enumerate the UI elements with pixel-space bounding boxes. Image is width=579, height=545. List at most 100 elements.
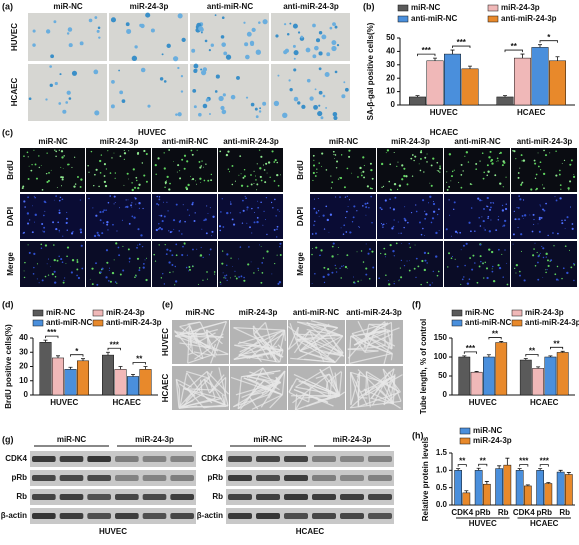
cell (73, 185, 76, 188)
cell (80, 178, 83, 181)
cell (226, 279, 228, 281)
tube (178, 392, 192, 408)
tube (174, 330, 194, 354)
cell (331, 45, 337, 52)
error-bar (499, 341, 504, 343)
cell (546, 269, 548, 271)
cell (131, 202, 133, 204)
y-tick-label: 40 (386, 47, 395, 56)
cell (138, 183, 141, 186)
cell (448, 252, 451, 255)
cell (362, 170, 365, 173)
cell (45, 172, 48, 175)
cell (262, 224, 264, 226)
cell (419, 157, 422, 160)
cell (563, 159, 566, 161)
row-label: DAPI (6, 207, 15, 226)
cell (104, 184, 108, 188)
cell (122, 245, 124, 247)
tube (370, 344, 379, 349)
cell (66, 211, 68, 213)
y-tick-label: 30 (19, 347, 28, 356)
cell (48, 171, 50, 174)
cell (301, 104, 306, 109)
cell (403, 226, 405, 229)
y-tick-label: 50 (438, 371, 447, 380)
cell (314, 232, 317, 235)
cell (378, 277, 381, 280)
cell (423, 171, 425, 173)
bar (495, 468, 503, 506)
cell (138, 267, 141, 269)
error-bar (536, 366, 541, 369)
cell (61, 261, 64, 263)
cell (197, 283, 199, 285)
cell (27, 156, 29, 158)
cell (413, 159, 415, 162)
blot-band (284, 494, 308, 500)
cell (384, 199, 387, 202)
blot-band (115, 494, 139, 500)
cell (219, 229, 222, 232)
blot (30, 508, 196, 524)
cell (136, 179, 138, 182)
legend-label: miR-NC (465, 308, 495, 317)
cell (40, 243, 43, 246)
cell (123, 158, 125, 160)
cell (253, 170, 255, 172)
cell (401, 164, 404, 167)
cell (174, 280, 178, 283)
cell (549, 152, 551, 154)
cell (186, 160, 189, 163)
cell (558, 173, 561, 176)
significance-bracket (452, 45, 471, 49)
cell (66, 246, 70, 249)
cell (389, 244, 392, 247)
cell (230, 94, 236, 100)
cell (456, 265, 459, 268)
cell (335, 267, 337, 269)
cell (356, 251, 358, 253)
cell (410, 212, 413, 214)
cell (225, 153, 229, 157)
cell (108, 269, 110, 272)
cell (45, 98, 48, 101)
panel-label: (d) (2, 299, 14, 309)
cell (246, 222, 248, 224)
cell (166, 248, 169, 251)
cell (28, 97, 32, 101)
cell (334, 25, 338, 29)
cell (32, 273, 35, 275)
cell (531, 230, 534, 233)
significance: *** (110, 340, 120, 349)
blot-band (115, 456, 139, 462)
cell (243, 21, 246, 24)
cell (398, 279, 400, 281)
bar (544, 483, 553, 506)
cell (29, 219, 31, 221)
cell (131, 215, 134, 218)
cell (533, 219, 535, 221)
tube (364, 329, 387, 337)
blot-band (32, 513, 56, 519)
tube (348, 336, 352, 364)
cell (393, 280, 395, 282)
cell (104, 163, 106, 165)
cell (273, 180, 276, 182)
error-bar (560, 350, 565, 353)
cell (542, 208, 544, 211)
x-tick-label: HCAEC (517, 108, 546, 117)
blot-band (256, 494, 280, 500)
cell (40, 165, 42, 166)
cell (554, 196, 556, 198)
cell (522, 159, 526, 162)
cell (293, 57, 296, 60)
significance: *** (519, 457, 529, 466)
cell (546, 259, 549, 262)
cell (501, 204, 504, 207)
tube (253, 333, 269, 360)
error-bar (43, 339, 48, 343)
legend-swatch (459, 427, 471, 435)
cell (212, 215, 215, 218)
cell (316, 168, 318, 170)
